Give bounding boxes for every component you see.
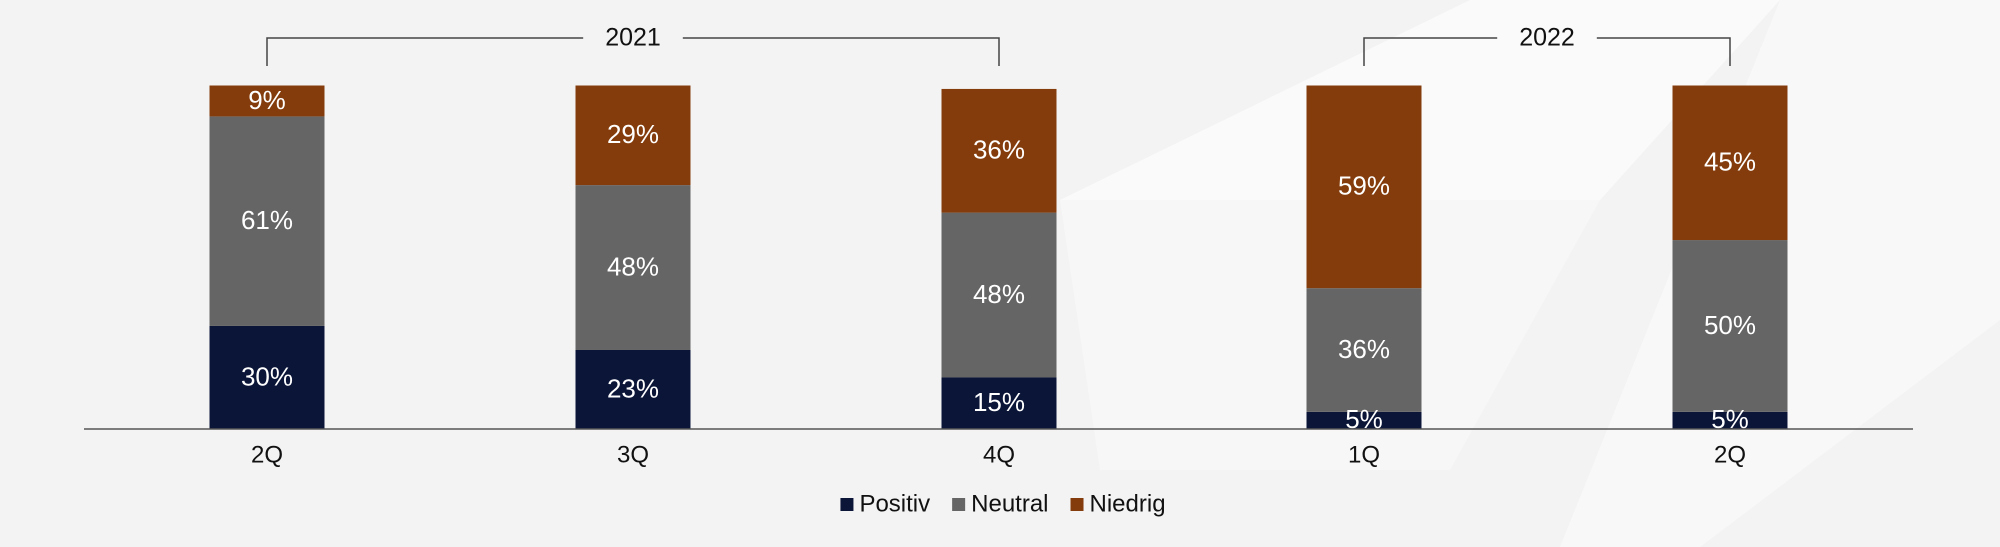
bar-segment [575,85,691,186]
value-label: 30% [241,361,293,391]
x-tick-label: 2Q [1714,441,1746,468]
value-label: 48% [973,279,1025,309]
x-tick-label: 2Q [251,441,283,468]
x-tick-label: 3Q [617,441,649,468]
value-label: 23% [607,373,659,403]
bar-segment [1672,240,1788,412]
legend-marker [1070,498,1084,511]
bar-segment [1306,411,1422,429]
bar-segment [1306,288,1422,412]
legend-marker [952,498,966,511]
value-label: 45% [1704,147,1756,177]
value-label: 61% [241,205,293,235]
value-label: 9% [248,85,286,115]
bar-segment [941,212,1057,378]
bar-segment [575,349,691,429]
bar-segment [209,116,325,326]
bar-segment [209,325,325,429]
legend-label: Neutral [971,490,1048,517]
bar-segment [941,88,1057,213]
bar-segment [575,185,691,350]
value-label: 29% [607,119,659,149]
value-label: 15% [973,387,1025,417]
bar-segment [941,377,1057,429]
bar-segment [1306,85,1422,289]
group-bracket [266,37,1000,66]
legend-label: Positiv [859,490,930,517]
value-label: 36% [1338,334,1390,364]
value-label: 48% [607,251,659,281]
value-label: 59% [1338,171,1390,201]
value-label: 36% [973,135,1025,165]
legend-marker [840,498,854,511]
legend-label: Niedrig [1090,490,1166,517]
bar-segment [1672,85,1788,241]
x-tick-label: 1Q [1348,441,1380,468]
x-tick-label: 4Q [983,441,1015,468]
bar-segment [1672,411,1788,429]
bar-segment [209,85,325,117]
value-label: 50% [1704,310,1756,340]
group-bracket [1363,37,1731,66]
group-label: 2021 [605,24,661,52]
group-label: 2022 [1519,24,1575,52]
